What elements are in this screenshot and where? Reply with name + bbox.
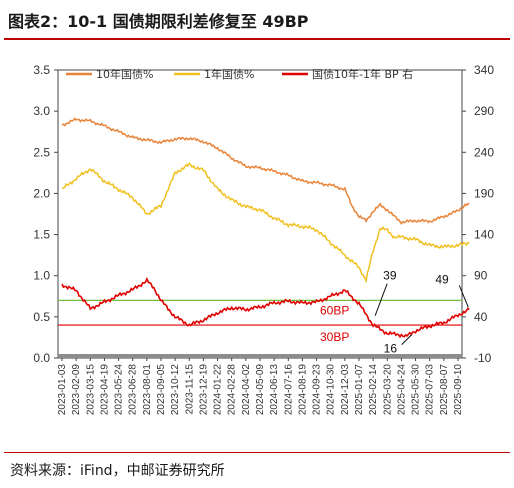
plot-area <box>57 69 463 359</box>
left-tick-label: 0.5 <box>33 310 50 324</box>
x-tick-label: 2025-08-07 <box>439 364 450 416</box>
x-tick-label: 2024-02-28 <box>227 364 238 416</box>
x-tick-label: 2023-04-19 <box>99 364 110 416</box>
title-divider <box>4 38 510 40</box>
annotation-49: 49 <box>435 272 469 308</box>
x-tick-label: 2025-07-03 <box>425 364 436 416</box>
x-tick-label: 2024-08-19 <box>297 364 308 416</box>
right-tick-label: -10 <box>474 351 492 365</box>
x-tick-label: 2025-09-10 <box>453 364 464 416</box>
x-tick-label: 2024-06-13 <box>269 364 280 416</box>
right-tick-label: 290 <box>474 104 494 118</box>
left-tick-label: 2.0 <box>33 186 50 200</box>
annotation-39: 39 <box>374 269 397 316</box>
annotation-label-39: 39 <box>383 269 397 283</box>
x-tick-label: 2023-12-19 <box>198 364 209 416</box>
x-tick-label: 2025-03-20 <box>382 364 393 416</box>
left-tick-label: 3.5 <box>33 63 50 77</box>
source-divider <box>4 452 510 453</box>
reference-label-60bp: 60BP <box>320 303 349 317</box>
x-tick-label: 2023-03-15 <box>85 364 96 416</box>
x-axis-band <box>58 354 462 358</box>
reference-label-30bp: 30BP <box>320 330 349 344</box>
series-1y-yield <box>61 162 470 284</box>
x-tick-label: 2024-07-16 <box>283 364 294 416</box>
left-tick-label: 2.5 <box>33 145 50 159</box>
legend-label-1y: 1年国债% <box>204 67 254 81</box>
x-tick-label: 2023-05-24 <box>114 364 125 416</box>
x-tick-label: 2023-01-03 <box>57 364 68 416</box>
x-tick-label: 2025-01-07 <box>354 364 365 416</box>
annotation-label-16: 16 <box>384 342 398 356</box>
figure-title: 图表2：10-1 国债期限利差修复至 49BP <box>8 12 309 31</box>
right-tick-label: 140 <box>474 228 494 242</box>
annotation-arrow-16 <box>401 334 413 345</box>
spread-chart: 60BP 30BP 0.0 0.5 1.0 1.5 2.0 2.5 3.0 3.5 -10 40… <box>33 63 494 416</box>
x-tick-label: 2024-09-23 <box>312 364 323 416</box>
annotation-arrow-49 <box>458 285 469 308</box>
x-tick-label: 2024-04-02 <box>241 364 252 416</box>
x-tick-label: 2023-10-12 <box>170 364 181 416</box>
right-tick-label: 90 <box>474 269 488 283</box>
x-tick-label: 2025-05-30 <box>411 364 422 416</box>
right-tick-label: 240 <box>474 145 494 159</box>
x-tick-label: 2025-04-24 <box>396 364 407 416</box>
x-tick-label: 2024-05-09 <box>255 364 266 416</box>
annotation-label-49: 49 <box>435 272 449 286</box>
x-tick-label: 2024-12-03 <box>340 364 351 416</box>
x-tick-label: 2024-01-22 <box>213 364 224 416</box>
x-tick-label: 2025-02-14 <box>368 364 379 416</box>
left-tick-label: 0.0 <box>33 351 50 365</box>
series-10y-yield <box>61 117 470 226</box>
legend-label-10y: 10年国债% <box>96 67 153 81</box>
legend: 10年国债% 1年国债% 国债10年-1年 BP 右 <box>66 67 413 81</box>
x-tick-label: 2024-10-30 <box>326 364 337 416</box>
figure-source: 资料来源：iFind，中邮证券研究所 <box>10 463 225 479</box>
right-tick-label: 340 <box>474 63 494 77</box>
right-tick-label: 190 <box>474 186 494 200</box>
x-tick-label: 2023-09-05 <box>156 364 167 416</box>
x-tick-label: 2023-06-28 <box>128 364 139 416</box>
legend-label-spread: 国债10年-1年 BP 右 <box>312 67 413 81</box>
x-tick-label: 2023-08-01 <box>142 364 153 416</box>
annotation-16: 16 <box>384 334 413 356</box>
left-tick-label: 3.0 <box>33 104 50 118</box>
x-tick-label: 2023-02-09 <box>71 364 82 416</box>
right-tick-label: 40 <box>474 310 488 324</box>
annotation-arrow-39 <box>374 283 388 316</box>
series-10y-1y-spread <box>61 276 470 339</box>
x-tick-label: 2023-11-15 <box>184 364 195 415</box>
left-tick-label: 1.5 <box>33 228 50 242</box>
left-tick-label: 1.0 <box>33 269 50 283</box>
